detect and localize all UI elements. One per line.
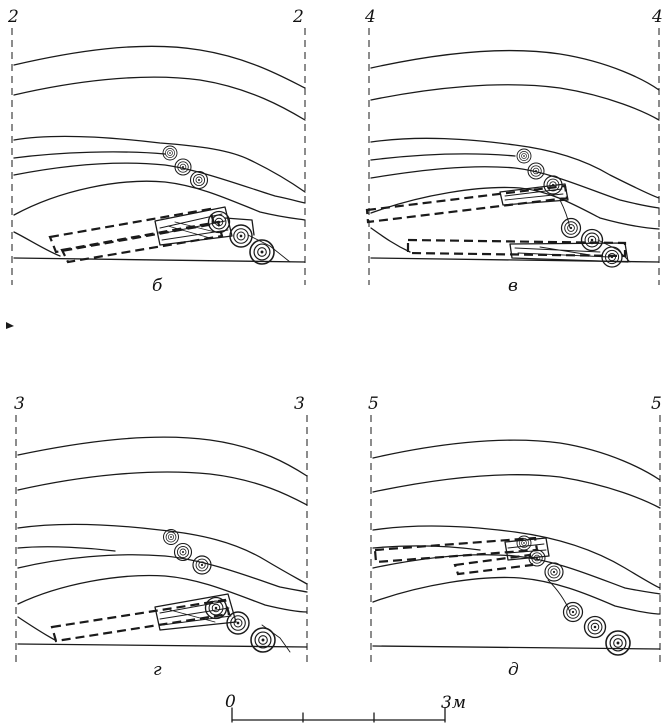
panel-caption: г [153,660,162,680]
panel-caption: в [508,276,518,296]
log-sections [517,149,622,267]
section-label-right: 5 [651,394,662,414]
section-label-left: 5 [368,394,379,414]
timber-frame [48,206,255,264]
section-label-left: 4 [364,7,376,27]
section-label-right: 3 [294,394,305,414]
timber-frame [50,593,237,643]
section-label-right: 2 [292,7,304,27]
scale-end-label: 3м [441,693,466,713]
section-label-right: 4 [651,7,663,27]
panel-caption: д [508,660,519,680]
scale-bar: 0 3м [225,692,466,723]
stray-mark [6,322,14,329]
log-sections [164,530,276,653]
soil-layers [13,45,306,263]
soil-layers [372,439,661,650]
log-sections [517,536,630,655]
soil-layers [17,436,308,653]
timber-frame [365,183,629,263]
panel-d: 5 5 д [368,394,662,680]
scale-start-label: 0 [225,692,236,712]
section-label-left: 2 [7,7,19,27]
panel-caption: б [152,276,163,296]
panel-b: 2 2 б [7,7,306,296]
panel-v: 4 4 [364,7,663,296]
soil-layers [370,49,660,263]
section-label-left: 3 [14,394,25,414]
panel-g: 3 3 г [14,394,308,680]
